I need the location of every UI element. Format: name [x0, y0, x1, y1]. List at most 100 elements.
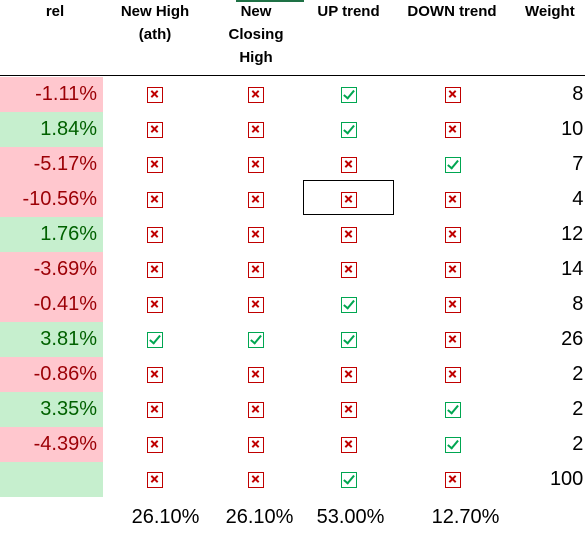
- new-high-cell[interactable]: [110, 287, 200, 322]
- weight-cell[interactable]: 10.1: [561, 118, 585, 140]
- weight-cell[interactable]: 8.7: [572, 293, 585, 315]
- new-closing-high-cell[interactable]: [210, 322, 302, 357]
- down-trend-cell[interactable]: [405, 427, 500, 462]
- cross-icon: [248, 191, 264, 208]
- new-high-cell[interactable]: [110, 77, 200, 112]
- up-trend-cell[interactable]: [303, 252, 394, 287]
- new-high-cell[interactable]: [110, 112, 200, 147]
- down-trend-cell[interactable]: [405, 182, 500, 217]
- weight-cell[interactable]: 2.6: [572, 363, 585, 385]
- new-high-cell[interactable]: [110, 322, 200, 357]
- cross-icon: [248, 401, 264, 418]
- new-closing-high-cell[interactable]: [210, 287, 302, 322]
- header-rel[interactable]: rel: [45, 3, 65, 20]
- weight-cell[interactable]: 100.0: [549, 468, 585, 490]
- rel-cell[interactable]: -0.86%: [0, 357, 103, 392]
- cross-icon: [444, 261, 461, 278]
- rel-cell[interactable]: -0.41%: [0, 287, 103, 322]
- down-trend-cell[interactable]: [405, 217, 500, 252]
- new-high-cell[interactable]: [110, 182, 200, 217]
- cross-icon: [340, 261, 357, 278]
- up-trend-cell[interactable]: [303, 112, 394, 147]
- new-closing-high-cell[interactable]: [210, 427, 302, 462]
- cross-icon: [248, 226, 264, 243]
- rel-cell[interactable]: 3.35%: [0, 392, 103, 427]
- new-closing-high-cell[interactable]: [210, 77, 302, 112]
- up-trend-cell[interactable]: [303, 147, 394, 182]
- rel-cell[interactable]: -10.56%: [0, 182, 103, 217]
- cross-icon: [147, 366, 163, 383]
- up-trend-cell[interactable]: [303, 462, 394, 497]
- weight-cell[interactable]: 12.9: [561, 223, 585, 245]
- table-row: 1.84% 10.1: [0, 112, 585, 147]
- selected-cell[interactable]: [303, 180, 394, 215]
- up-trend-cell[interactable]: [303, 392, 394, 427]
- check-icon: [248, 331, 264, 348]
- weight-cell[interactable]: 7.2: [572, 153, 585, 175]
- header-new-closing-high[interactable]: New Closing High: [228, 3, 284, 66]
- cross-icon: [444, 331, 461, 348]
- total-new-high[interactable]: 26.10%: [131, 506, 200, 528]
- header-new-high[interactable]: New High (ath): [120, 3, 190, 43]
- weight-cell[interactable]: 2.9: [572, 433, 585, 455]
- new-high-cell[interactable]: [110, 462, 200, 497]
- up-trend-cell[interactable]: [303, 427, 394, 462]
- cross-icon: [248, 436, 264, 453]
- new-closing-high-cell[interactable]: [210, 217, 302, 252]
- rel-cell[interactable]: -1.11%: [0, 77, 103, 112]
- up-trend-cell[interactable]: [303, 287, 394, 322]
- rel-cell[interactable]: [0, 462, 103, 497]
- header-weight[interactable]: Weight: [525, 3, 575, 20]
- rel-cell[interactable]: -5.17%: [0, 147, 103, 182]
- weight-cell[interactable]: 2.6: [572, 398, 585, 420]
- new-closing-high-cell[interactable]: [210, 357, 302, 392]
- new-closing-high-cell[interactable]: [210, 462, 302, 497]
- new-closing-high-cell[interactable]: [210, 112, 302, 147]
- total-up-trend[interactable]: 53.00%: [316, 506, 385, 528]
- total-down-trend[interactable]: 12.70%: [431, 506, 500, 528]
- down-trend-cell[interactable]: [405, 252, 500, 287]
- cross-icon: [340, 156, 357, 173]
- new-closing-high-cell[interactable]: [210, 182, 302, 217]
- total-new-closing-high[interactable]: 26.10%: [225, 506, 294, 528]
- rel-cell[interactable]: 3.81%: [0, 322, 103, 357]
- down-trend-cell[interactable]: [405, 112, 500, 147]
- up-trend-cell[interactable]: [303, 322, 394, 357]
- new-high-cell[interactable]: [110, 252, 200, 287]
- weight-cell[interactable]: 4.6: [572, 188, 585, 210]
- new-high-cell[interactable]: [110, 427, 200, 462]
- new-closing-high-cell[interactable]: [210, 252, 302, 287]
- table-row: -0.86% 2.6: [0, 357, 585, 392]
- header-up-trend[interactable]: UP trend: [317, 3, 380, 20]
- down-trend-cell[interactable]: [405, 287, 500, 322]
- new-closing-high-cell[interactable]: [210, 147, 302, 182]
- weight-cell[interactable]: 26.1: [561, 328, 585, 350]
- down-trend-cell[interactable]: [405, 322, 500, 357]
- new-high-cell[interactable]: [110, 147, 200, 182]
- cross-icon: [147, 191, 163, 208]
- header-down-trend[interactable]: DOWN trend: [407, 3, 497, 20]
- table-row: -10.56% 4.6: [0, 182, 585, 217]
- rel-cell[interactable]: -4.39%: [0, 427, 103, 462]
- rel-cell[interactable]: 1.84%: [0, 112, 103, 147]
- down-trend-cell[interactable]: [405, 392, 500, 427]
- down-trend-cell[interactable]: [405, 77, 500, 112]
- rel-cell[interactable]: -3.69%: [0, 252, 103, 287]
- up-trend-cell[interactable]: [303, 182, 394, 217]
- new-high-cell[interactable]: [110, 392, 200, 427]
- down-trend-cell[interactable]: [405, 357, 500, 392]
- rel-cell[interactable]: 1.76%: [0, 217, 103, 252]
- down-trend-cell[interactable]: [405, 147, 500, 182]
- weight-cell[interactable]: 14.2: [561, 258, 585, 280]
- new-high-cell[interactable]: [110, 217, 200, 252]
- up-trend-cell[interactable]: [303, 357, 394, 392]
- down-trend-cell[interactable]: [405, 462, 500, 497]
- new-closing-high-cell[interactable]: [210, 392, 302, 427]
- weight-cell[interactable]: 8.1: [572, 83, 585, 105]
- check-icon: [444, 156, 461, 173]
- up-trend-cell[interactable]: [303, 77, 394, 112]
- new-high-cell[interactable]: [110, 357, 200, 392]
- table-row: 100.0: [0, 462, 585, 497]
- up-trend-cell[interactable]: [303, 217, 394, 252]
- check-icon: [147, 331, 163, 348]
